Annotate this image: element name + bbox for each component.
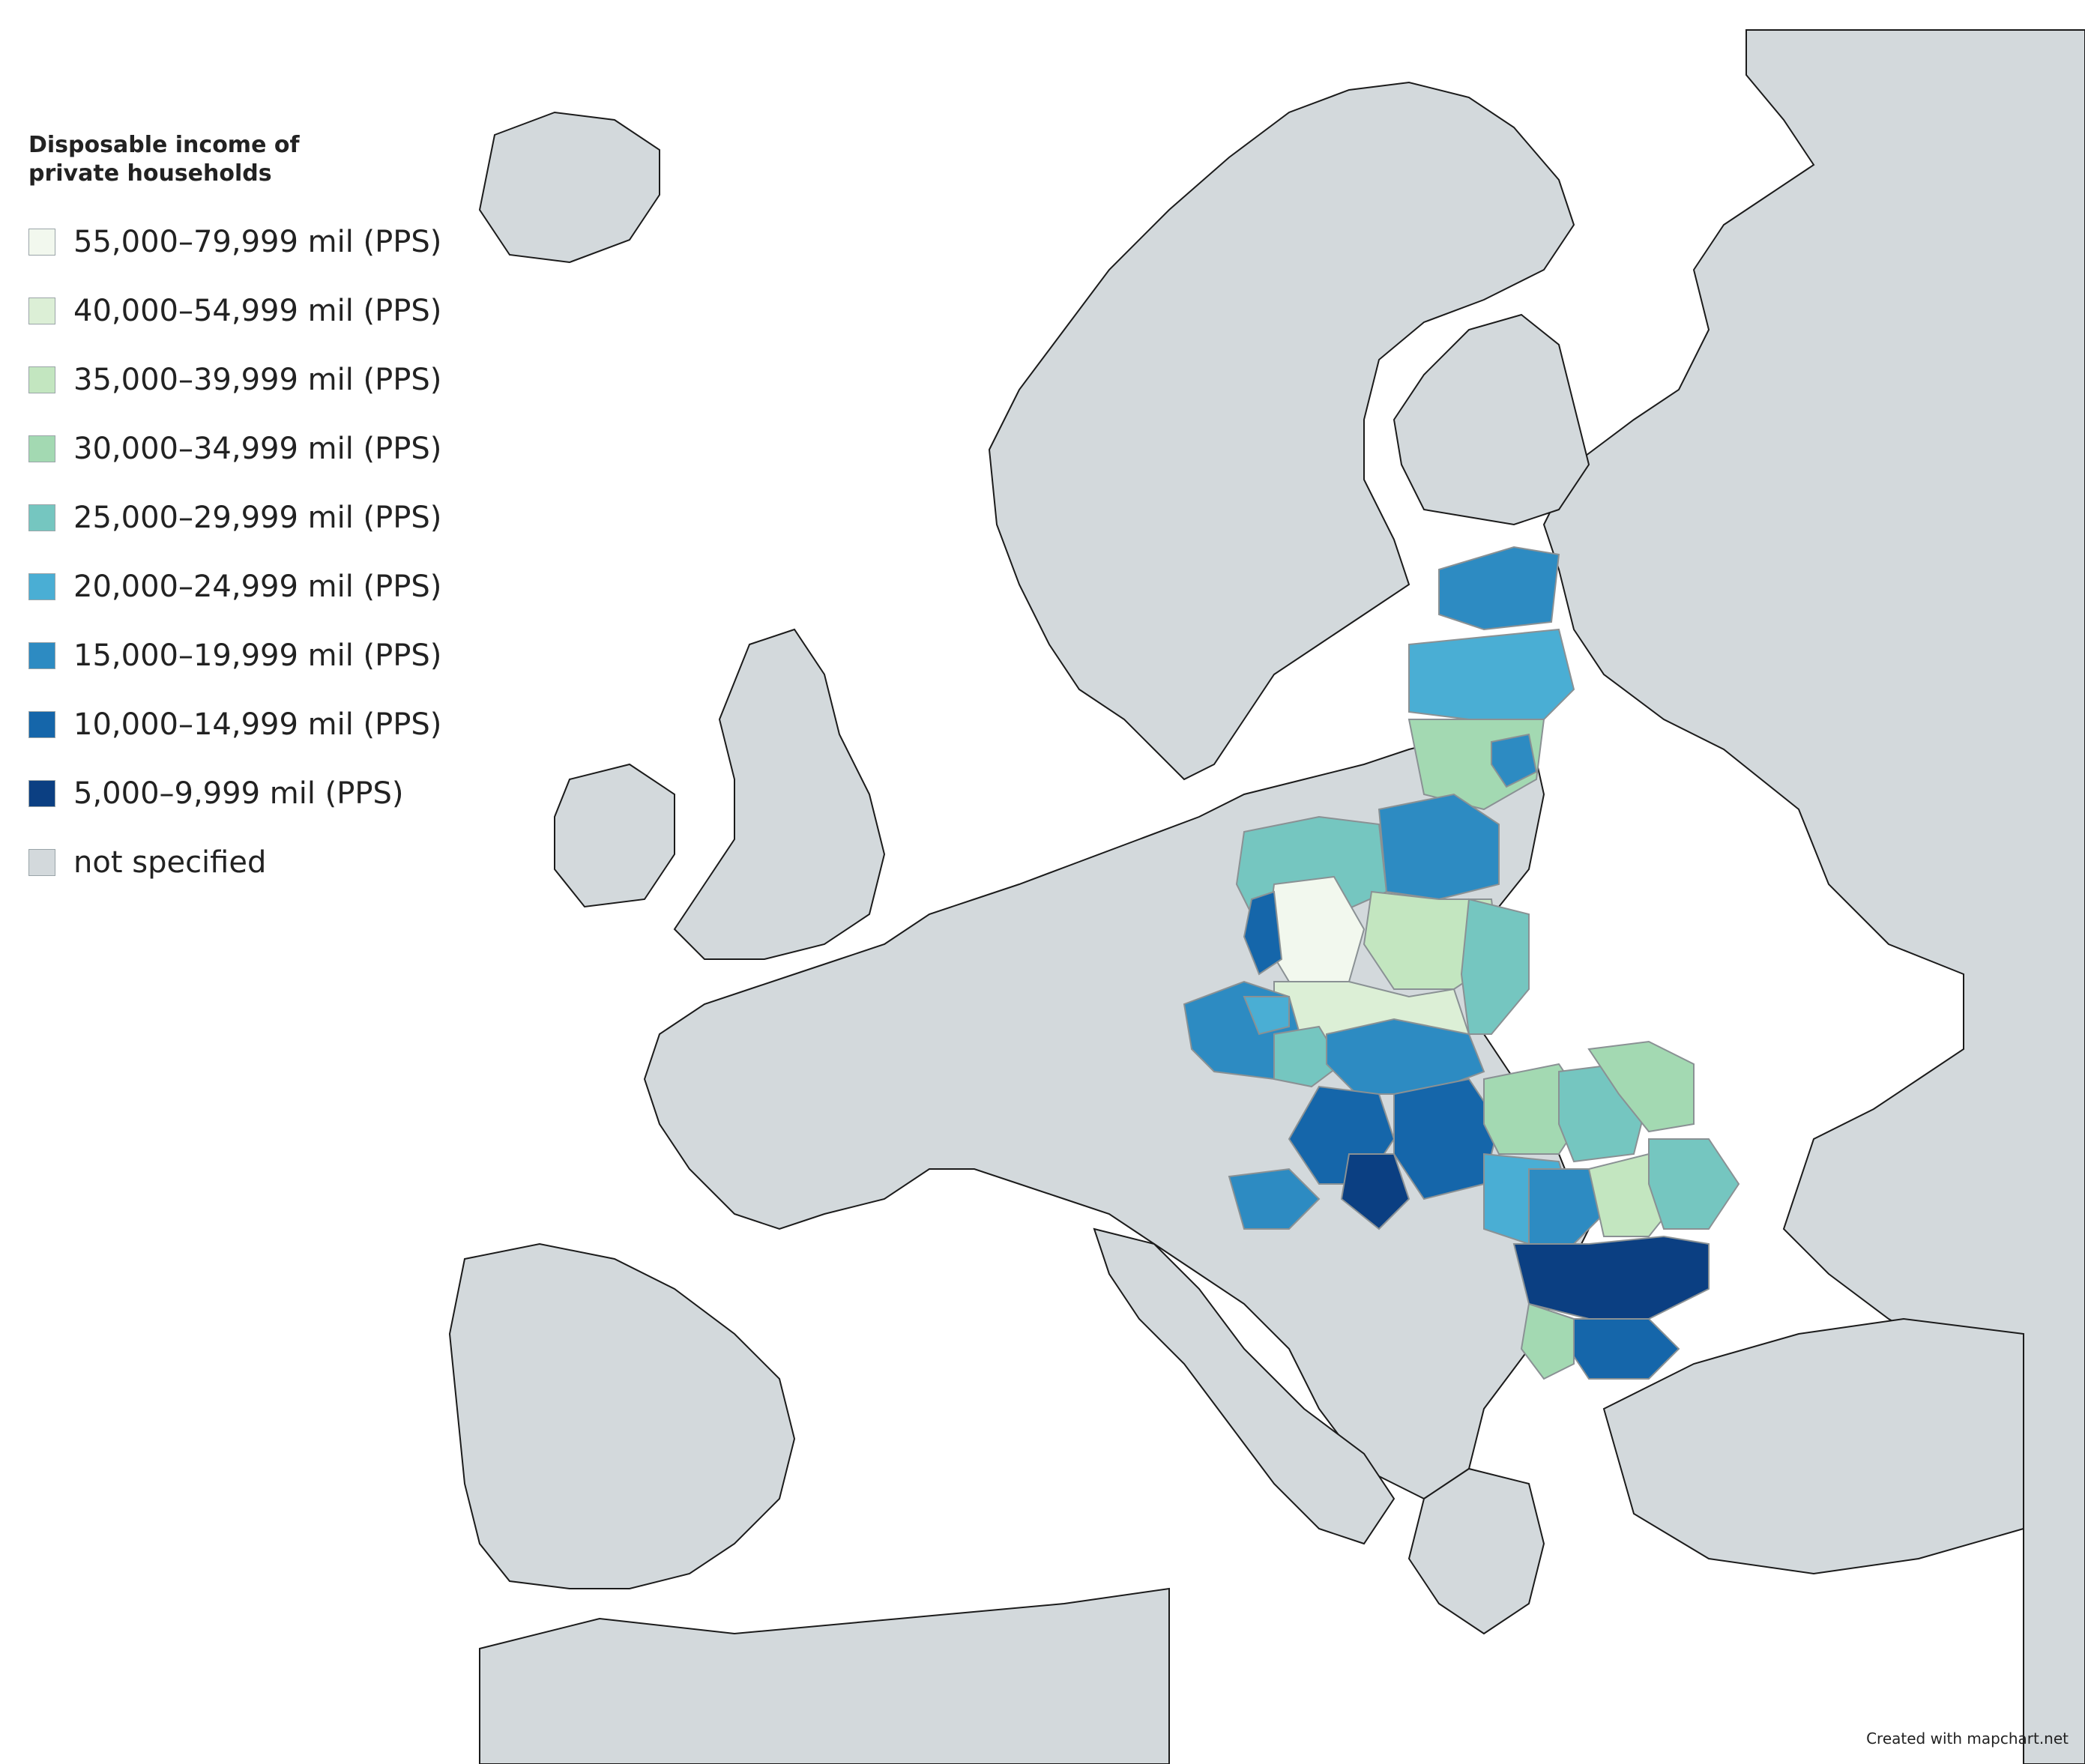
legend-label: 25,000–29,999 mil (PPS) [73, 501, 442, 535]
legend-swatch [28, 849, 55, 876]
legend-items: 55,000–79,999 mil (PPS) 40,000–54,999 mil… [28, 208, 493, 897]
legend-item: 15,000–19,999 mil (PPS) [28, 621, 493, 690]
region-hungary-south [1340, 1153, 1410, 1230]
legend-swatch [28, 435, 55, 462]
region-romania-northeast [1587, 1040, 1695, 1133]
legend-label: 15,000–19,999 mil (PPS) [73, 638, 442, 673]
map-credit: Created with mapchart.net [1866, 1730, 2069, 1748]
region-czechia-east [1273, 1025, 1343, 1088]
legend-item: 10,000–14,999 mil (PPS) [28, 690, 493, 759]
map-legend: Disposable income of private households … [28, 131, 493, 897]
region-estonia [1438, 546, 1560, 631]
legend-item: 35,000–39,999 mil (PPS) [28, 345, 493, 414]
landmass-turkey [1602, 1317, 2024, 1575]
region-lithuania-vilnius [1491, 733, 1538, 788]
legend-swatch [28, 229, 55, 256]
unspecified-land [448, 29, 2085, 1764]
landmass-ireland [554, 763, 675, 908]
legend-label: 35,000–39,999 mil (PPS) [73, 363, 442, 397]
legend-label: 10,000–14,999 mil (PPS) [73, 707, 442, 742]
region-czechia-center [1243, 996, 1290, 1036]
legend-swatch [28, 780, 55, 807]
legend-label: 5,000–9,999 mil (PPS) [73, 776, 404, 811]
region-poland-north [1378, 793, 1500, 901]
region-bulgaria-south [1573, 1318, 1680, 1380]
landmass-iceland [478, 111, 660, 264]
legend-label: 40,000–54,999 mil (PPS) [73, 294, 442, 328]
region-latvia [1408, 628, 1575, 720]
legend-item: 40,000–54,999 mil (PPS) [28, 277, 493, 345]
region-romania-southwest [1528, 1168, 1605, 1245]
region-poland-southeast [1460, 898, 1530, 1035]
legend-item: 20,000–24,999 mil (PPS) [28, 552, 493, 621]
legend-title-line1: Disposable income of [28, 132, 300, 158]
legend-label: 55,000–79,999 mil (PPS) [73, 225, 442, 259]
legend-label: not specified [73, 845, 267, 880]
region-bulgaria-southwest [1520, 1302, 1575, 1380]
legend-swatch [28, 504, 55, 531]
legend-item: 25,000–29,999 mil (PPS) [28, 483, 493, 552]
legend-swatch [28, 573, 55, 600]
legend-item: 55,000–79,999 mil (PPS) [28, 208, 493, 277]
region-poland-west-border [1243, 890, 1283, 976]
legend-swatch [28, 642, 55, 669]
legend-label: 30,000–34,999 mil (PPS) [73, 432, 442, 466]
region-bulgaria-north [1512, 1235, 1710, 1320]
region-slovenia [1228, 1168, 1321, 1230]
landmass-great-britain [673, 628, 886, 960]
legend-swatch [28, 711, 55, 738]
region-romania-southeast [1648, 1138, 1740, 1230]
legend-label: 20,000–24,999 mil (PPS) [73, 570, 442, 604]
landmass-italy [1093, 1227, 1395, 1545]
landmass-iberia [448, 1242, 796, 1589]
specified-regions [1183, 546, 1740, 1380]
legend-item: 30,000–34,999 mil (PPS) [28, 414, 493, 483]
legend-swatch [28, 366, 55, 393]
legend-title: Disposable income of private households [28, 131, 493, 188]
landmass-scandinavia [988, 81, 1575, 781]
legend-item: 5,000–9,999 mil (PPS) [28, 759, 493, 828]
legend-title-line2: private households [28, 160, 272, 187]
legend-item: not specified [28, 828, 493, 897]
legend-swatch [28, 297, 55, 324]
landmass-greece [1407, 1467, 1545, 1635]
landmass-finland [1392, 313, 1590, 526]
landmass-north-africa [479, 1587, 1170, 1764]
